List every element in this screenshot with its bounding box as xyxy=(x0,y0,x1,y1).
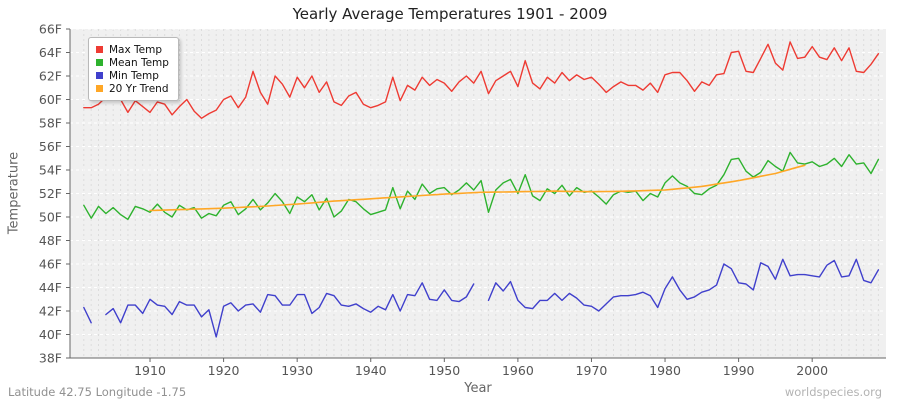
x-tick-label: 1950 xyxy=(428,363,460,378)
legend-item-max-temp: Max Temp xyxy=(96,43,169,56)
x-tick-label: 1930 xyxy=(281,363,313,378)
y-tick-label: 40F xyxy=(39,327,62,342)
legend-label: Mean Temp xyxy=(109,56,169,69)
legend-swatch-icon xyxy=(96,46,103,53)
x-axis-label: Year xyxy=(464,381,492,396)
y-tick-label: 46F xyxy=(39,256,62,271)
y-tick-label: 42F xyxy=(39,303,62,318)
legend-item-mean-temp: Mean Temp xyxy=(96,56,169,69)
y-tick-label: 62F xyxy=(39,68,62,83)
y-tick-label: 52F xyxy=(39,186,62,201)
legend-label: Min Temp xyxy=(109,69,159,82)
y-tick-label: 64F xyxy=(39,45,62,60)
coordinates-caption: Latitude 42.75 Longitude -1.75 xyxy=(8,385,187,399)
legend-swatch-icon xyxy=(96,72,103,79)
chart-legend: Max Temp Mean Temp Min Temp 20 Yr Trend xyxy=(88,37,179,101)
y-tick-label: 50F xyxy=(39,209,62,224)
x-tick-label: 1980 xyxy=(649,363,681,378)
x-tick-label: 1960 xyxy=(502,363,534,378)
y-tick-label: 44F xyxy=(39,280,62,295)
series-line-min-temp xyxy=(105,282,475,338)
y-tick-label: 48F xyxy=(39,233,62,248)
legend-label: Max Temp xyxy=(109,43,163,56)
y-tick-label: 66F xyxy=(39,21,62,36)
legend-swatch-icon xyxy=(96,59,103,66)
y-tick-label: 60F xyxy=(39,92,62,107)
series-line-min-temp xyxy=(83,306,92,324)
x-tick-label: 1970 xyxy=(576,363,608,378)
x-tick-label: 2000 xyxy=(796,363,828,378)
x-tick-label: 1990 xyxy=(723,363,755,378)
y-tick-label: 38F xyxy=(39,350,62,365)
series-line-20-yr-trend xyxy=(149,164,806,212)
x-tick-label: 1920 xyxy=(208,363,240,378)
y-tick-label: 54F xyxy=(39,162,62,177)
series-line-min-temp xyxy=(487,258,880,312)
legend-label: 20 Yr Trend xyxy=(109,82,169,95)
y-tick-label: 56F xyxy=(39,139,62,154)
legend-item-20-yr-trend: 20 Yr Trend xyxy=(96,82,169,95)
y-tick-label: 58F xyxy=(39,115,62,130)
chart-title: Yearly Average Temperatures 1901 - 2009 xyxy=(292,5,608,23)
legend-swatch-icon xyxy=(96,85,103,92)
series-line-max-temp xyxy=(83,41,880,120)
legend-item-min-temp: Min Temp xyxy=(96,69,169,82)
x-tick-label: 1910 xyxy=(134,363,166,378)
watermark-caption: worldspecies.org xyxy=(784,385,882,399)
x-tick-label: 1940 xyxy=(355,363,387,378)
series-line-mean-temp xyxy=(83,151,880,221)
